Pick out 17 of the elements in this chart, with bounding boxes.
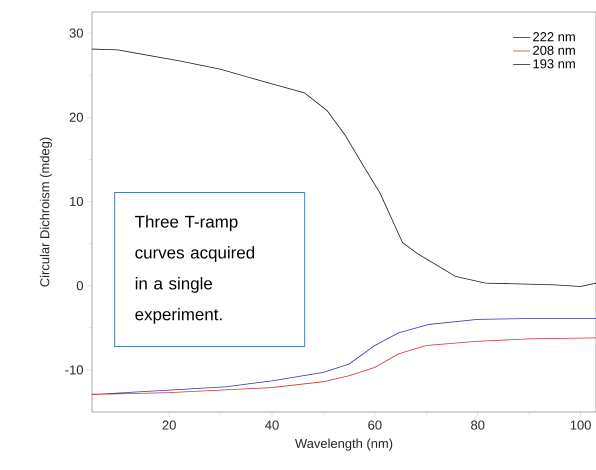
x-tick-label: 80 [471, 420, 484, 430]
x-tick-label: 100 [570, 420, 591, 430]
x-axis-title: Wavelength (nm) [294, 438, 392, 451]
x-tick-label: 40 [265, 420, 279, 430]
y-tick-label: 20 [70, 112, 83, 122]
y-axis-title: Circular Dichroism (mdeg) [40, 138, 52, 287]
y-tick-label: -10 [65, 365, 83, 374]
y-tick-label: 0 [76, 281, 83, 290]
x-tick-label: 20 [162, 420, 176, 430]
y-tick-label: 30 [70, 28, 83, 38]
legend-label: 193 nm [533, 59, 575, 68]
legend-label: 222 nm [533, 32, 575, 42]
y-tick-label: 10 [70, 196, 83, 206]
x-tick-label: 60 [368, 420, 382, 430]
annotation: Three T-ramp curves acquired in a single experiment. [135, 215, 254, 324]
legend-label: 208 nm [533, 46, 575, 55]
line-series [92, 337, 596, 395]
